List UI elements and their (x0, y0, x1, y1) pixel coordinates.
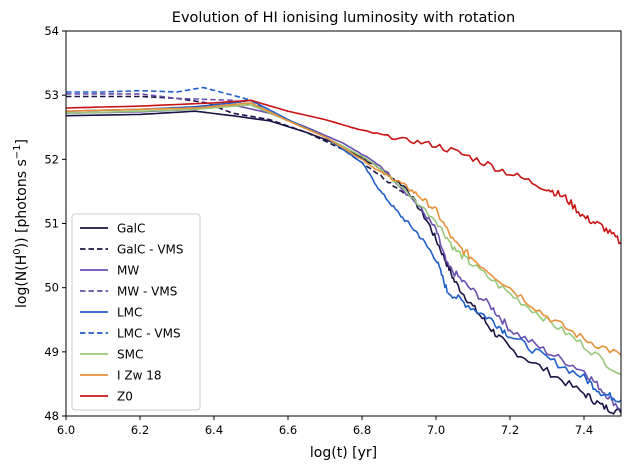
series-line-lmc (66, 99, 621, 403)
x-tick-label: 7.0 (427, 423, 445, 437)
plot-lines (66, 86, 621, 415)
y-tick-label: 51 (44, 217, 59, 231)
y-tick-label: 50 (44, 281, 59, 295)
legend-label-lmc: LMC (117, 306, 142, 320)
y-tick-label: 49 (44, 345, 59, 359)
legend-label-galc-vms: GalC - VMS (117, 243, 184, 257)
x-tick-label: 6.8 (353, 423, 371, 437)
legend-box (71, 213, 201, 411)
x-axis: 6.0 6.2 6.4 6.6 6.8 7.0 7.2 7.4 (57, 416, 593, 437)
y-tick-label: 54 (44, 24, 59, 38)
x-tick-label: 7.4 (575, 423, 593, 437)
y-tick-label: 52 (44, 152, 59, 166)
legend-label-mw: MW (117, 264, 139, 278)
x-axis-label: log(t) [yr] (310, 445, 377, 461)
legend-label-galc: GalC (117, 222, 145, 236)
legend-label-lmc-vms: LMC - VMS (117, 327, 181, 341)
chart-title: Evolution of HI ionising luminosity with… (172, 10, 515, 26)
legend-label-z0: Z0 (117, 390, 133, 404)
x-tick-label: 6.2 (131, 423, 149, 437)
series-line-z0 (66, 99, 621, 245)
series-line-i-zw-18 (66, 102, 621, 356)
legend-label-smc: SMC (117, 348, 143, 362)
y-tick-label: 53 (44, 88, 59, 102)
series-line-lmc-vms (66, 86, 270, 114)
series-line-galc (66, 110, 621, 415)
series-line-mw-vms (66, 93, 270, 114)
y-axis: 48 49 50 51 52 53 54 (44, 24, 66, 423)
x-tick-label: 6.0 (57, 423, 75, 437)
x-tick-label: 6.4 (205, 423, 223, 437)
legend-label-i-zw-18: I Zw 18 (117, 369, 161, 383)
x-tick-label: 7.2 (501, 423, 519, 437)
legend: GalC GalC - VMS MW MW - VMS LMC LMC - VMS SMC I… (71, 213, 201, 411)
y-tick-label: 48 (44, 409, 59, 423)
x-tick-label: 6.6 (279, 423, 297, 437)
y-axis-label: log(N(H0)) [photons s−1] (12, 139, 30, 308)
legend-label-mw-vms: MW - VMS (117, 285, 177, 299)
